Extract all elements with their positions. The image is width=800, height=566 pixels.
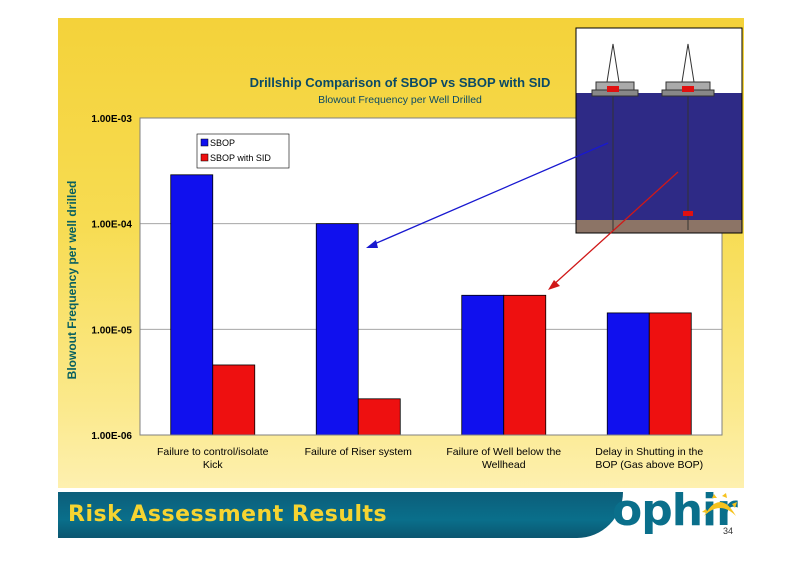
bar-sbop <box>461 294 505 436</box>
legend-swatch-sbop <box>200 138 209 147</box>
bar-sbop <box>170 174 214 436</box>
x-tick-label: Kick <box>203 459 224 471</box>
footer-title: Risk Assessment Results <box>68 502 388 527</box>
legend: SBOP SBOP with SID <box>196 133 290 169</box>
legend-swatch-sbop-sid <box>200 153 209 162</box>
bar-sbop-sid <box>357 398 401 436</box>
y-tick-label: 1.00E-03 <box>91 114 132 125</box>
x-tick-label: Failure of Riser system <box>305 446 413 458</box>
y-tick-label: 1.00E-06 <box>91 431 132 442</box>
page-number: 34 <box>723 526 734 536</box>
chart-subtitle: Blowout Frequency per Well Drilled <box>318 94 482 106</box>
arrow-to-riser <box>371 142 609 246</box>
plot-border <box>139 117 723 436</box>
y-tick-label: 1.00E-04 <box>91 220 132 231</box>
pointer-arrows <box>366 142 679 290</box>
logo-sun-icon <box>702 493 737 516</box>
drillship-diagram <box>575 27 743 234</box>
ophir-logo: ophir <box>612 485 738 536</box>
arrow-to-wellhead-head <box>548 280 560 290</box>
footer-band <box>58 492 623 538</box>
arrow-to-riser-head <box>366 240 378 248</box>
arrow-to-wellhead <box>551 171 679 287</box>
y-axis-label: Blowout Frequency per well drilled <box>65 181 79 380</box>
chart-title: Drillship Comparison of SBOP vs SBOP wit… <box>249 75 551 90</box>
bar-sbop-sid <box>212 364 256 436</box>
x-tick-label: Failure to control/isolate <box>157 446 269 458</box>
bar-sbop-sid <box>648 312 692 436</box>
x-tick-label: Wellhead <box>482 459 526 471</box>
legend-label-sbop: SBOP <box>210 138 235 148</box>
legend-label-sbop-sid: SBOP with SID <box>210 153 271 163</box>
x-tick-label: Delay in Shutting in the <box>595 446 703 458</box>
bar-sbop-sid <box>503 294 547 436</box>
y-tick-label: 1.00E-05 <box>91 325 132 336</box>
bar-sbop <box>606 312 650 436</box>
bar-sbop <box>315 223 359 436</box>
x-tick-label: Failure of Well below the <box>446 446 561 458</box>
x-tick-label: BOP (Gas above BOP) <box>595 459 703 471</box>
